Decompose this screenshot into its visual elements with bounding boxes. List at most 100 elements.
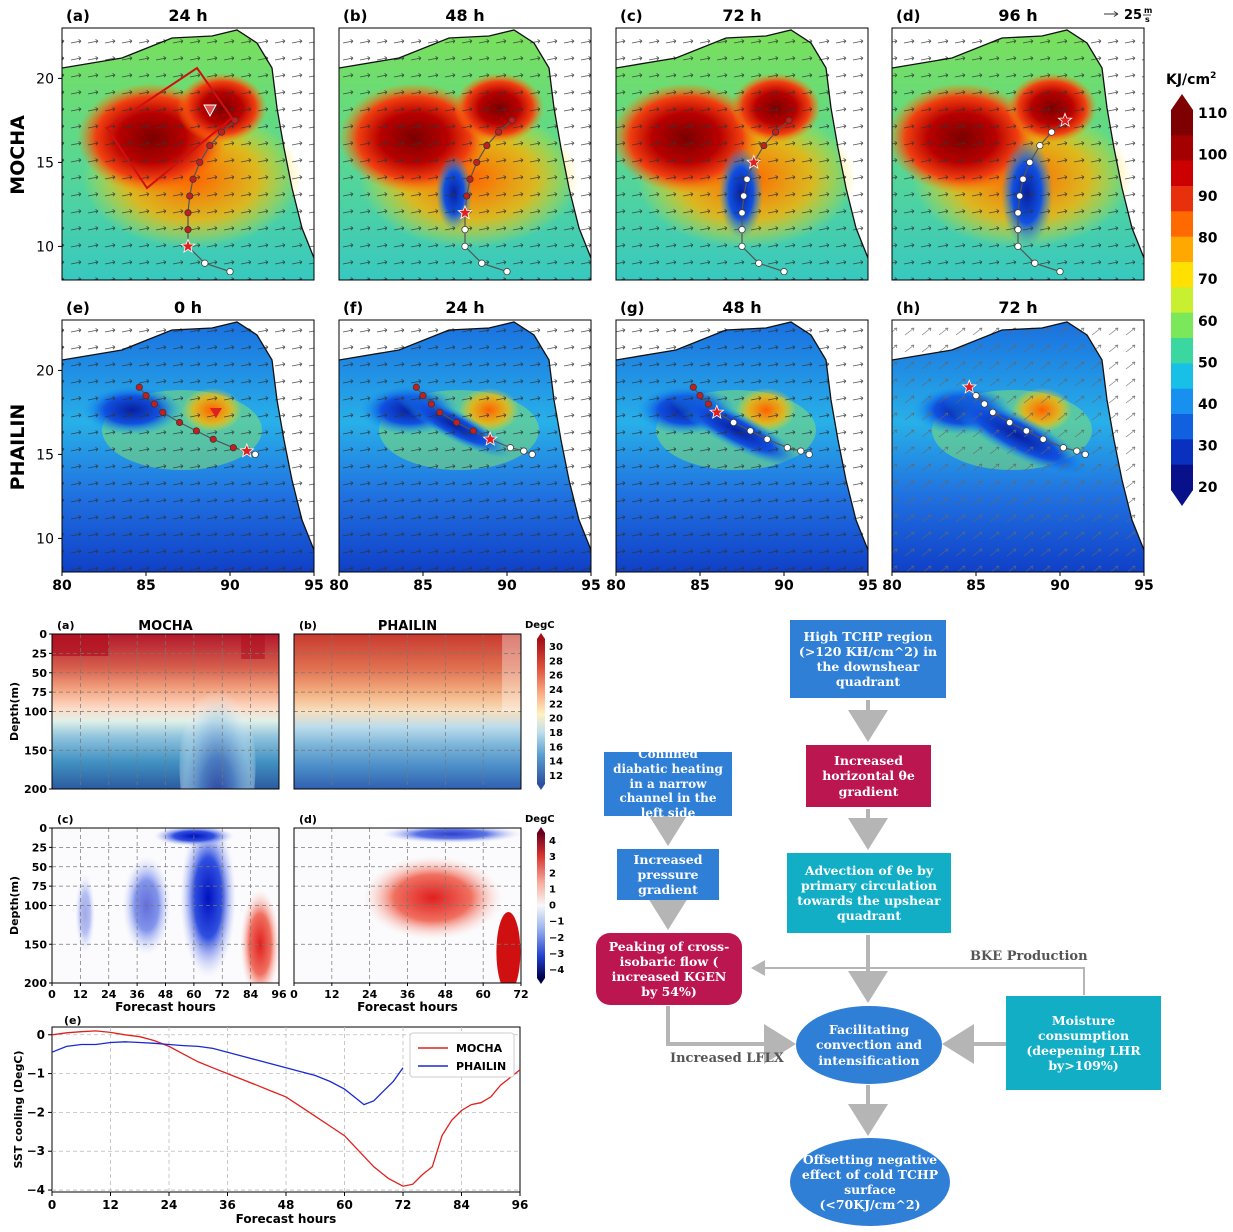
theta-gradient-box: Increased horizontal θe gradient [806,745,931,807]
map-panel-h: (h) 72 h 80 85 90 95 [882,298,1153,594]
cyclone-track [412,383,536,458]
storm-position-star [180,238,196,253]
colorbar-tick-label: 0 [549,901,556,912]
cooling-anomaly [381,828,521,843]
panel-tag: (g) [620,299,644,317]
chart-legend: MOCHA PHAILIN [409,1032,515,1078]
track-line [415,386,533,455]
track-point [419,392,427,400]
y-tick-label: −1 [27,1067,45,1081]
track-point [461,242,469,250]
y-tick-label: −3 [27,1144,45,1158]
track-point [520,447,528,455]
bke-production-label: BKE Production [970,949,1088,964]
track-point [135,383,143,391]
colorbar-unit: DegC [525,620,555,631]
wind-vectors [616,320,868,572]
depth-tick-label: 0 [39,628,47,641]
lon-tick-label: 95 [304,578,323,594]
depth-tick-label: 200 [24,783,47,796]
x-tick-label: 84 [453,1198,470,1212]
panel-tag: (e) [66,299,90,317]
track-point [483,142,491,150]
colorbar-extend-top [537,633,545,639]
row-label-phailin: PHAILIN [7,404,29,491]
track-point [772,128,780,136]
y-tick-label: −4 [27,1183,45,1197]
lon-tick-label: 95 [581,578,600,594]
lon-tick-label: 90 [497,578,517,594]
track-point [427,400,435,408]
colorbar-tick-label: 1 [549,884,556,895]
panel-frame [615,27,869,281]
map-panel-f: (f) 24 h 80 85 90 95 [329,298,600,594]
storm-position-star [746,154,762,170]
colorbar-segment [1171,363,1193,390]
colorbar-tick-label: 60 [1198,314,1218,330]
wind-ref-value: 25 [1124,8,1142,23]
panel-title: 72 h [998,298,1037,317]
hour-tick-label: 0 [48,988,56,1001]
tchp-map-figure: (a) 24 h 20 15 10 (b) 48 h (c) 72 h (d) 96 h (e) 0 h… [7,6,1227,594]
track-point [730,418,738,427]
depth-tick-label: 100 [24,900,47,913]
depth-tick-label: 25 [32,647,47,660]
colorbar-segment [1171,135,1193,162]
track-point [229,444,237,452]
storm-position-star [961,379,977,394]
track-point [763,435,771,443]
lon-tick-label: 95 [1134,578,1153,594]
map-panel-a: (a) 24 h 20 15 10 [36,6,315,281]
reference-triangle [210,408,222,418]
depth-tick-label: 75 [32,686,47,699]
hour-tick-label: 72 [215,988,230,1001]
track-point [1031,259,1039,267]
colorbar-segment [1171,439,1193,466]
lon-tick-label: 80 [882,578,902,594]
track-point [231,116,239,124]
y-tick-label: −2 [27,1105,45,1119]
track-point [738,226,746,234]
hour-tick-label: 48 [158,988,173,1001]
track-point [466,175,474,183]
depth-tick-label: 150 [24,938,47,951]
storm-position-star [239,442,255,458]
panel-frame [61,319,315,573]
track-point [989,408,997,416]
sst-cooling-chart: 0 12 24 36 48 60 72 84 96 0 −1 −2 −3 −4 (e) Forecast ho… [12,1014,528,1226]
hour-tick-label: 48 [438,988,453,1001]
hour-tick-label: 36 [129,988,145,1001]
cyclone-track [180,116,239,276]
section-panel-a: (a) MOCHA 0 25 50 75 100 150 200 Depth(m) [8,619,280,796]
cross-isobaric-box: Peaking of cross-isobaric flow ( increas… [596,933,742,1005]
panel-tag: (c) [620,7,643,25]
colorbar-unit: DegC [525,814,555,825]
depth-tick-label: 25 [32,841,47,854]
hour-tick-label: 60 [186,988,202,1001]
coastline [339,321,591,551]
track-point [189,175,197,183]
coastline [616,29,868,259]
colorbar-tick-label: 18 [549,728,563,739]
depth-axis-label: Depth(m) [8,876,21,935]
storm-position-star [709,404,725,419]
x-tick-label: 12 [102,1198,119,1212]
map-panel-g: (g) 48 h 80 85 90 95 [606,298,877,594]
cyclone-track [738,116,793,276]
panel-title: 48 h [722,298,761,317]
section-panel-b: (b) PHAILIN [293,619,522,790]
tchp-colorbar: KJ/cm2 110 100 90 80 70 60 50 40 30 20 [1166,71,1227,506]
temperature-colorbar: DegC 30 28 26 24 22 20 18 16 14 12 [525,620,563,790]
lon-tick-label: 80 [606,578,626,594]
cyclone-track [961,379,1089,458]
track-point [780,268,788,276]
wind-ref-unit-num: m [1144,6,1152,15]
track-point [412,383,420,391]
panel-tag: (b) [299,619,317,632]
panel-title: 0 h [174,298,202,317]
lon-tick-label: 90 [1050,578,1070,594]
depth-axis-label: Depth(m) [8,682,21,741]
moisture-consumption-box: Moisture consumption (deepening LHR by>1… [1006,996,1161,1090]
x-tick-label: 0 [48,1198,56,1212]
